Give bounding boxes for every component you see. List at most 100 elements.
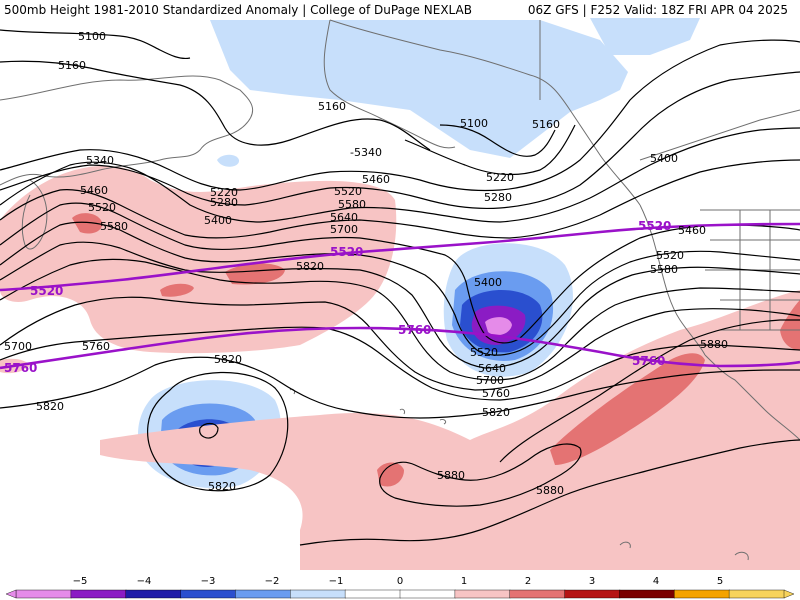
anomaly-fill-aleutian-core-2	[225, 263, 285, 285]
contour-5880-a	[379, 443, 582, 507]
height-label: 5100	[460, 117, 488, 130]
coastlines	[0, 19, 800, 561]
colorbar-right-arrow	[783, 589, 795, 599]
height-label: 5520	[88, 201, 116, 214]
height-label: 5100	[78, 30, 106, 43]
coast-siberia	[0, 75, 254, 186]
anomaly-fill-aleutian-core-3	[160, 283, 194, 297]
height-label: 5880	[536, 484, 564, 497]
contour-5160-b	[404, 124, 576, 176]
anomaly-fill-east-pac-core	[550, 353, 705, 465]
contour-5820-ring	[147, 371, 289, 492]
height-label: 5520	[470, 346, 498, 359]
height-label: 5460	[80, 184, 108, 197]
highlight-label: 5520	[30, 284, 63, 298]
height-label: 5580	[100, 220, 128, 233]
coast-alaska-west	[323, 19, 456, 149]
height-label: 5880	[700, 338, 728, 351]
colorbar-tick: 3	[589, 576, 595, 587]
height-label: 5400	[204, 214, 232, 227]
anomaly-map: 5100 5160 5160 5100 5160 5400 5340 5460 …	[0, 18, 800, 570]
highlight-5760	[0, 326, 800, 370]
height-label: 5820	[208, 480, 236, 493]
anomaly-fill-north	[210, 20, 628, 158]
colorbar-swatch	[454, 589, 511, 599]
height-label: 5340	[86, 154, 114, 167]
height-label: 5160	[318, 100, 346, 113]
height-label: -5340	[350, 146, 382, 159]
anomaly-fill-small	[217, 154, 240, 167]
colorbar-swatch	[399, 589, 456, 599]
colorbar-swatch	[125, 589, 182, 599]
highlight-label: 5760	[398, 323, 431, 337]
colorbar-swatches	[5, 589, 795, 599]
colorbar-swatch	[235, 589, 291, 599]
colorbar-swatch	[15, 589, 72, 599]
colorbar: −5 −4 −3 −2 −1 0 1 2 3 4 5	[5, 576, 795, 599]
colorbar-swatch	[619, 589, 676, 599]
height-label: 5700	[4, 340, 32, 353]
highlight-label: 5520	[638, 219, 671, 233]
contour-5280-a	[0, 71, 800, 209]
height-label: 5820	[214, 353, 242, 366]
anomaly-fill-aleutians	[0, 165, 397, 354]
anomaly-fill-aleutian-core-1	[72, 213, 103, 234]
colorbar-tick: −1	[329, 576, 344, 587]
height-label: 5220	[210, 186, 238, 199]
anomaly-fill-subtropics	[100, 290, 800, 570]
colorbar-tick: −3	[201, 576, 216, 587]
colorbar-swatch	[728, 589, 785, 599]
contour-5160-a	[0, 60, 431, 151]
highlight-label: 5760	[632, 354, 665, 368]
contour-5760-a	[0, 326, 800, 401]
height-label: 5820	[482, 406, 510, 419]
height-label: 5820	[36, 400, 64, 413]
colorbar-swatch	[564, 589, 621, 599]
model-run-info: 06Z GFS | F252 Valid: 18Z FRI APR 04 202…	[527, 3, 788, 17]
colorbar-swatch	[70, 589, 127, 599]
colorbar-swatch	[344, 589, 401, 599]
height-label: 5460	[362, 173, 390, 186]
anomaly-fill-nw	[590, 18, 700, 55]
contour-5400-a	[0, 159, 800, 239]
contour-5460-a	[0, 202, 800, 344]
height-label: 5520	[334, 185, 362, 198]
anomaly-fill-gulf-low-5	[485, 317, 512, 336]
highlight-label-layer: 5520 5520 5520 5760 5760 5760	[4, 219, 671, 375]
colorbar-swatch	[509, 589, 566, 599]
height-label: 5160	[532, 118, 560, 131]
contour-5340-a	[0, 127, 800, 223]
positive-anomaly-fills	[0, 165, 800, 570]
height-label-layer: 5100 5160 5160 5100 5160 5400 5340 5460 …	[4, 30, 728, 497]
contour-inner-ring	[199, 422, 219, 439]
highlight-5520	[0, 222, 800, 292]
height-label: 5700	[330, 223, 358, 236]
height-label: 5640	[330, 211, 358, 224]
highlight-label: 5520	[330, 245, 363, 259]
height-label: 5820	[296, 260, 324, 273]
height-label: 5280	[210, 196, 238, 209]
colorbar-swatch	[674, 589, 730, 599]
colorbar-tick: −4	[137, 576, 152, 587]
coast-baja	[704, 354, 800, 441]
contour-5520-a	[0, 221, 800, 356]
contour-5820-a	[0, 356, 800, 419]
height-label: 5580	[650, 263, 678, 276]
coast-kamchatka	[21, 179, 48, 250]
map-title: 500mb Height 1981-2010 Standardized Anom…	[4, 3, 472, 17]
colorbar-tick: 1	[461, 576, 467, 587]
height-label: 5880	[437, 469, 465, 482]
anomaly-fill-small-core	[377, 462, 404, 487]
colorbar-swatch	[290, 589, 346, 599]
colorbar-tick: 5	[717, 576, 723, 587]
colorbar-ticks: −5 −4 −3 −2 −1 0 1 2 3 4 5	[73, 576, 724, 587]
contour-5100-b	[439, 124, 556, 157]
contour-5100-a	[0, 29, 191, 60]
height-label: 5520	[656, 249, 684, 262]
height-label: 5160	[58, 59, 86, 72]
colorbar-tick: −2	[265, 576, 280, 587]
height-label: 5400	[650, 152, 678, 165]
colorbar-tick: 2	[525, 576, 531, 587]
colorbar-swatch	[180, 589, 237, 599]
